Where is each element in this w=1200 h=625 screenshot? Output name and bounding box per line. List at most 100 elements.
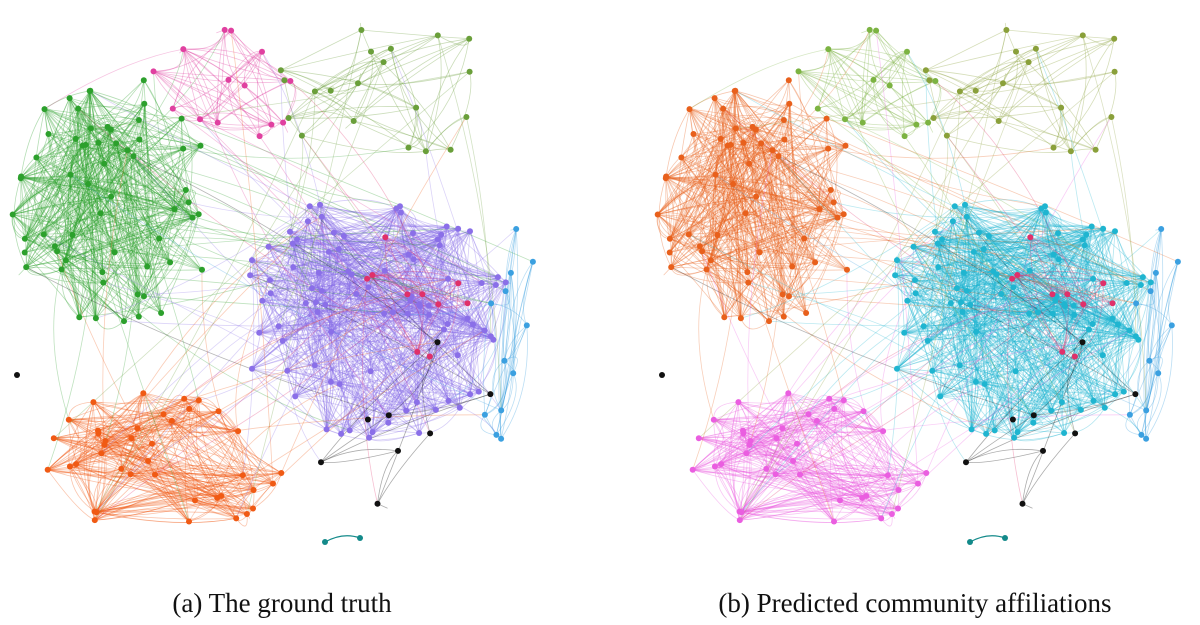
edge [110, 156, 134, 197]
edge [714, 97, 827, 119]
edge [89, 90, 148, 267]
node [1174, 258, 1181, 265]
edge [772, 103, 791, 151]
edge [689, 108, 753, 129]
edge [512, 261, 534, 374]
edge [101, 453, 243, 476]
node [736, 508, 743, 515]
edge [146, 189, 187, 267]
edge [669, 252, 749, 284]
node [1071, 353, 1078, 360]
edge [24, 98, 70, 239]
edge [305, 302, 373, 433]
edge [262, 300, 393, 314]
edge [760, 143, 785, 317]
node [228, 27, 235, 34]
node [322, 301, 329, 308]
edge [43, 234, 162, 314]
edge [319, 204, 497, 286]
edge [448, 324, 475, 401]
edge [133, 155, 151, 267]
edge [665, 128, 737, 177]
edge [314, 216, 323, 366]
edge [309, 206, 389, 423]
edge [68, 419, 274, 484]
edge [351, 272, 498, 278]
edge [347, 271, 437, 411]
edge [251, 259, 437, 411]
edge [109, 143, 125, 322]
edge [734, 90, 834, 203]
edge [12, 199, 189, 215]
edge [163, 302, 307, 415]
edge [44, 108, 99, 143]
edge [706, 150, 773, 270]
edge [242, 467, 253, 476]
edge [447, 231, 471, 279]
edge [94, 474, 243, 521]
edge [20, 108, 45, 177]
edge [483, 303, 492, 415]
edge [665, 145, 728, 179]
edge [500, 228, 519, 411]
node [416, 430, 423, 436]
edge [84, 90, 101, 214]
edge [768, 103, 790, 322]
edge [173, 145, 201, 210]
edge [44, 108, 111, 131]
node [434, 236, 441, 243]
edge [331, 327, 494, 341]
edge [759, 150, 778, 253]
edge [328, 251, 474, 325]
edge [315, 301, 418, 403]
edge [295, 284, 497, 397]
edge [53, 269, 70, 420]
edge [368, 228, 459, 438]
edge [26, 266, 148, 269]
edge [12, 163, 105, 215]
edge [715, 174, 816, 263]
edge [413, 259, 461, 408]
edge [701, 90, 736, 252]
edge [104, 444, 254, 491]
edge [43, 128, 92, 235]
edge [182, 49, 201, 120]
node [711, 463, 718, 470]
edge [75, 463, 196, 501]
edge [399, 206, 430, 316]
edge [741, 129, 757, 273]
edge [194, 483, 274, 501]
node [464, 315, 471, 322]
edge [721, 108, 742, 319]
edge [392, 312, 418, 403]
edge [384, 270, 474, 325]
edge [732, 126, 753, 185]
edge [246, 29, 362, 515]
edge [408, 38, 470, 148]
edge [53, 436, 149, 462]
node [298, 132, 305, 139]
edge [154, 400, 200, 475]
edge [734, 90, 785, 317]
edge [321, 216, 485, 331]
node [108, 193, 115, 200]
edge [61, 269, 125, 322]
edge [61, 150, 128, 270]
node [1030, 419, 1037, 426]
edge [24, 196, 112, 240]
edge [368, 393, 471, 439]
edge [965, 448, 1044, 463]
edge [305, 248, 340, 304]
edge [710, 119, 785, 261]
edge [681, 157, 725, 318]
node [140, 390, 147, 397]
edge [69, 98, 115, 253]
edge [48, 126, 108, 135]
edge [665, 129, 756, 179]
edge [321, 290, 418, 403]
node [353, 291, 360, 297]
edge [504, 325, 528, 361]
node [426, 311, 433, 318]
node [259, 48, 265, 55]
edge [671, 213, 844, 268]
